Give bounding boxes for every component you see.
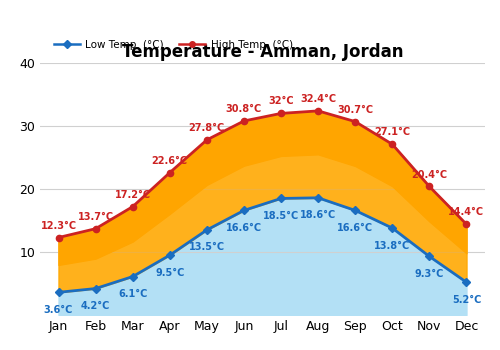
Text: 17.2°C: 17.2°C (114, 190, 151, 200)
Text: 13.5°C: 13.5°C (189, 243, 225, 252)
Text: 9.5°C: 9.5°C (155, 268, 184, 278)
Text: 3.6°C: 3.6°C (44, 305, 73, 315)
Text: 30.8°C: 30.8°C (226, 104, 262, 114)
Title: Temperature - Amman, Jordan: Temperature - Amman, Jordan (122, 43, 403, 62)
Text: 27.8°C: 27.8°C (188, 123, 225, 133)
Text: 6.1°C: 6.1°C (118, 289, 148, 299)
Text: 16.6°C: 16.6°C (226, 223, 262, 233)
Text: 13.8°C: 13.8°C (374, 240, 410, 251)
Text: 22.6°C: 22.6°C (152, 156, 188, 166)
Legend: Low Temp. (°C), High Temp. (°C): Low Temp. (°C), High Temp. (°C) (50, 35, 297, 54)
Text: 30.7°C: 30.7°C (337, 105, 374, 115)
Text: 20.4°C: 20.4°C (412, 169, 448, 180)
Text: 14.4°C: 14.4°C (448, 207, 484, 217)
Text: 4.2°C: 4.2°C (81, 301, 110, 311)
Text: 32.4°C: 32.4°C (300, 94, 336, 104)
Text: 5.2°C: 5.2°C (452, 295, 481, 305)
Text: 9.3°C: 9.3°C (414, 269, 444, 279)
Text: 18.5°C: 18.5°C (263, 211, 299, 221)
Text: 16.6°C: 16.6°C (337, 223, 374, 233)
Text: 12.3°C: 12.3°C (40, 220, 76, 231)
Text: 13.7°C: 13.7°C (78, 212, 114, 222)
Text: 27.1°C: 27.1°C (374, 127, 410, 137)
Text: 32°C: 32°C (268, 97, 294, 106)
Text: 18.6°C: 18.6°C (300, 210, 336, 220)
